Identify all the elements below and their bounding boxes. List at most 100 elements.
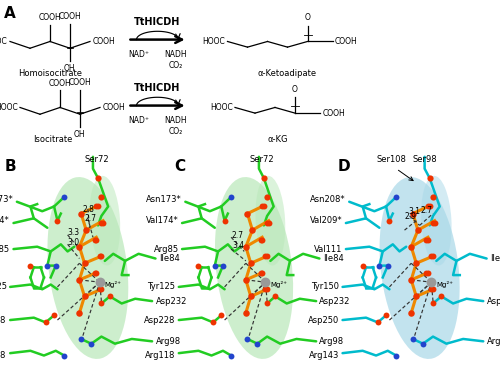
Point: [392, 194, 400, 200]
Text: D: D: [338, 159, 350, 174]
Text: Asp228: Asp228: [144, 316, 176, 325]
Point: [244, 336, 252, 342]
Text: NAD⁺: NAD⁺: [128, 50, 150, 59]
Text: Mg²⁺: Mg²⁺: [270, 281, 287, 288]
Point: [428, 286, 436, 292]
Text: 3.3: 3.3: [68, 228, 80, 237]
Point: [42, 319, 50, 326]
Text: 2.7: 2.7: [420, 206, 432, 215]
Text: OH: OH: [63, 64, 75, 73]
Text: Arg85: Arg85: [0, 244, 10, 254]
Text: Asp228: Asp228: [0, 316, 7, 325]
Point: [424, 203, 432, 210]
Point: [242, 310, 250, 316]
Point: [258, 237, 266, 243]
Point: [227, 352, 235, 359]
Point: [218, 312, 226, 318]
Point: [429, 220, 437, 226]
Text: COOH: COOH: [68, 78, 92, 87]
Point: [429, 286, 437, 292]
Text: Asp232: Asp232: [156, 297, 187, 306]
Text: Arg143: Arg143: [309, 351, 339, 360]
Point: [374, 319, 382, 326]
Text: Ile84: Ile84: [322, 254, 344, 263]
Point: [248, 227, 256, 233]
Text: COOH: COOH: [38, 13, 62, 22]
Point: [258, 270, 266, 276]
Point: [209, 319, 217, 326]
Point: [429, 194, 437, 200]
Text: Ile84: Ile84: [159, 254, 180, 263]
Point: [106, 293, 114, 300]
Text: 2.7: 2.7: [84, 214, 96, 223]
Point: [98, 300, 106, 307]
Point: [430, 220, 438, 226]
Point: [80, 260, 88, 266]
Text: TtHICDH: TtHICDH: [134, 83, 180, 93]
Ellipse shape: [90, 176, 120, 265]
Point: [262, 253, 270, 259]
Point: [92, 203, 100, 210]
Point: [242, 277, 250, 283]
Point: [76, 277, 84, 283]
Point: [254, 341, 262, 347]
Text: Ser98: Ser98: [412, 155, 437, 164]
Text: COOH: COOH: [92, 37, 115, 46]
Text: B: B: [5, 159, 16, 174]
Point: [438, 293, 446, 300]
Point: [407, 310, 415, 316]
Text: Asn173*: Asn173*: [0, 195, 14, 204]
Point: [242, 244, 250, 250]
Point: [227, 194, 235, 200]
Text: Arg124: Arg124: [486, 337, 500, 346]
Text: Arg118: Arg118: [0, 351, 7, 360]
Text: Tyr125: Tyr125: [0, 282, 7, 291]
Point: [429, 253, 437, 259]
Point: [422, 237, 430, 243]
Point: [26, 262, 34, 269]
Point: [99, 220, 107, 226]
Point: [424, 270, 432, 276]
Ellipse shape: [256, 176, 286, 265]
Text: Isocitrate: Isocitrate: [33, 135, 72, 143]
Text: Asp250: Asp250: [308, 316, 339, 325]
Text: Ser108: Ser108: [376, 155, 406, 164]
Point: [80, 293, 88, 300]
Point: [98, 194, 106, 200]
Text: A: A: [4, 5, 16, 21]
Text: Asp232: Asp232: [320, 297, 351, 306]
Point: [263, 286, 271, 292]
Point: [76, 244, 84, 250]
Text: CO₂: CO₂: [169, 127, 183, 136]
Point: [90, 237, 98, 243]
Text: OH: OH: [73, 130, 85, 139]
Text: α-Ketoadipate: α-Ketoadipate: [258, 68, 317, 78]
Point: [77, 210, 85, 217]
Text: 2.8: 2.8: [83, 204, 94, 213]
Point: [414, 227, 422, 233]
Text: NADH: NADH: [164, 116, 188, 125]
Point: [77, 336, 85, 342]
Point: [50, 312, 58, 318]
Point: [60, 194, 68, 200]
Text: Mg²⁺: Mg²⁺: [436, 281, 454, 288]
Text: HOOC: HOOC: [202, 37, 225, 46]
Point: [92, 237, 100, 243]
Point: [258, 203, 266, 210]
Point: [424, 237, 432, 243]
Text: Val111: Val111: [314, 244, 342, 254]
Text: COOH: COOH: [335, 37, 358, 46]
Point: [54, 217, 62, 224]
Point: [392, 352, 400, 359]
Point: [88, 341, 96, 347]
Text: Ser72: Ser72: [250, 155, 274, 164]
Point: [264, 220, 272, 226]
Point: [44, 262, 52, 269]
Text: 3.1: 3.1: [408, 207, 420, 216]
Point: [407, 277, 415, 283]
Point: [256, 270, 264, 276]
Ellipse shape: [48, 177, 128, 359]
Point: [382, 312, 390, 318]
Text: Asn173*: Asn173*: [146, 195, 182, 204]
Text: Tyr125: Tyr125: [148, 282, 176, 291]
